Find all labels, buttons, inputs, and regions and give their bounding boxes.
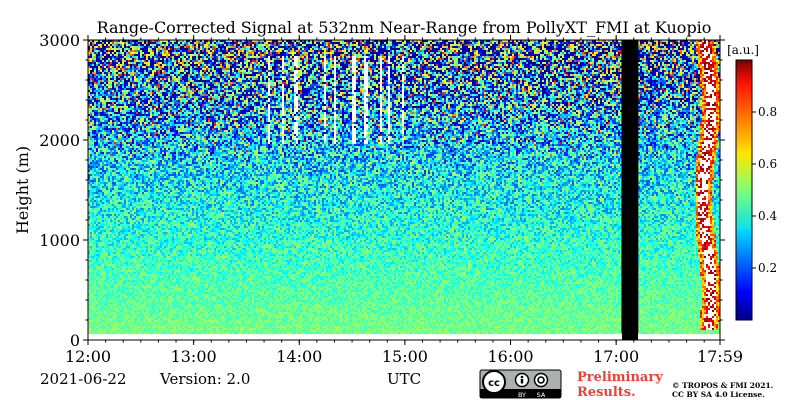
y-tick-label: 0 (70, 331, 80, 350)
y-tick-label: 1000 (39, 231, 80, 250)
heatmap-area (88, 40, 720, 340)
sa-label: SA (537, 391, 546, 399)
no-data-gap (621, 40, 639, 333)
x-tick-label: 17:59 (697, 347, 743, 366)
cc-icon: cc (482, 370, 506, 394)
version-label: Version: 2.0 (159, 370, 250, 388)
colorbar-tick-label: 0.6 (758, 157, 777, 171)
colorbar (735, 59, 753, 321)
x-tick-label: 16:00 (487, 347, 533, 366)
chart-title: Range-Corrected Signal at 532nm Near-Ran… (97, 18, 712, 37)
x-tick-label: 14:00 (276, 347, 322, 366)
svg-text:cc: cc (488, 378, 500, 389)
license-label: CC BY SA 4.0 License. (672, 390, 765, 399)
plot-frame (87, 39, 721, 341)
colorbar-tick-label: 0.4 (758, 209, 777, 223)
preliminary-results-label: Results. (577, 385, 636, 400)
colorbar-tick-label: 0.2 (758, 261, 777, 275)
heatmap-overlays (621, 40, 639, 333)
y-axis-label: Height (m) (13, 146, 32, 234)
cc-license-badge: cc BY SA (479, 369, 562, 399)
heatmap-image (88, 40, 720, 340)
date-label: 2021-06-22 (40, 370, 126, 388)
x-tick-label: 17:00 (593, 347, 639, 366)
copyright-label: © TROPOS & FMI 2021. (672, 381, 773, 390)
y-axis: 0 1000 2000 3000 (39, 31, 725, 350)
y-tick-label: 2000 (39, 131, 80, 150)
x-tick-label: 12:00 (65, 347, 111, 366)
preliminary-label: Preliminary (577, 370, 663, 385)
x-axis: 12:00 13:00 14:00 15:00 16:00 17:00 17:59 (65, 35, 743, 366)
x-axis-label: UTC (387, 370, 421, 388)
attribution-icon (514, 372, 530, 388)
colorbar-tick-label: 0.8 (758, 105, 777, 119)
share-alike-icon (533, 372, 549, 388)
by-label: BY (518, 391, 526, 399)
y-tick-label: 3000 (39, 31, 80, 50)
colorbar-ticks: 0.2 0.4 0.6 0.8 (752, 105, 777, 275)
x-tick-label: 15:00 (382, 347, 428, 366)
colorbar-label: [a.u.] (727, 43, 759, 57)
x-tick-label: 13:00 (171, 347, 217, 366)
